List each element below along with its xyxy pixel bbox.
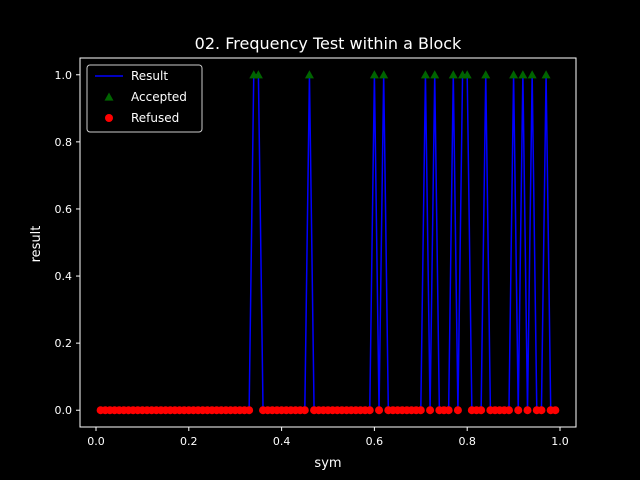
refused-point [416, 406, 425, 415]
refused-point [504, 406, 513, 415]
y-axis-label: result [29, 226, 44, 263]
accepted-point [509, 70, 519, 79]
refused-point [477, 406, 486, 415]
plot-frame [79, 57, 577, 428]
chart-title: 02. Frequency Test within a Block [195, 34, 462, 53]
legend-label: Refused [131, 111, 179, 125]
accepted-point [379, 70, 389, 79]
x-tick-label: 0.8 [458, 435, 476, 448]
x-tick-label: 0.6 [366, 435, 384, 448]
refused-point [245, 406, 254, 415]
x-tick-label: 1.0 [551, 435, 569, 448]
legend-box [86, 64, 203, 133]
legend-label: Result [131, 69, 168, 83]
y-tick-label: 0.0 [55, 404, 73, 417]
refused-point [444, 406, 453, 415]
x-axis-label: sym [314, 456, 341, 471]
refused-point [300, 406, 309, 415]
plot-area: 0.0 0.2 0.4 0.6 0.8 1.0 0.0 0.2 0.4 0.6 0.8 1.0 [55, 57, 577, 448]
accepted-point [369, 70, 379, 79]
refused-point [523, 406, 532, 415]
refused-point [537, 406, 546, 415]
refused-point [365, 406, 374, 415]
refused-point [426, 406, 435, 415]
refused-point [453, 406, 462, 415]
y-tick-label: 0.4 [55, 270, 73, 283]
accepted-point [304, 70, 314, 79]
x-tick-label: 0.4 [273, 435, 291, 448]
x-tick-label: 0.0 [87, 435, 105, 448]
x-tick-label: 0.2 [180, 435, 198, 448]
accepted-point [430, 70, 440, 79]
accepted-point [462, 70, 472, 79]
legend: Result Accepted Refused [86, 64, 203, 133]
refused-point [551, 406, 560, 415]
y-tick-label: 0.2 [55, 337, 73, 350]
legend-triangle-swatch [104, 92, 114, 101]
y-tick-label: 0.8 [55, 136, 73, 149]
y-tick-label: 0.6 [55, 203, 73, 216]
y-tick-label: 1.0 [55, 69, 73, 82]
accepted-point [541, 70, 551, 79]
accepted-point [527, 70, 537, 79]
accepted-point [420, 70, 430, 79]
accepted-point [253, 70, 263, 79]
accepted-point [518, 70, 528, 79]
legend-circle-swatch [105, 114, 113, 122]
accepted-point [481, 70, 491, 79]
legend-label: Accepted [131, 90, 187, 104]
refused-point [375, 406, 384, 415]
accepted-point [448, 70, 458, 79]
refused-point [514, 406, 523, 415]
